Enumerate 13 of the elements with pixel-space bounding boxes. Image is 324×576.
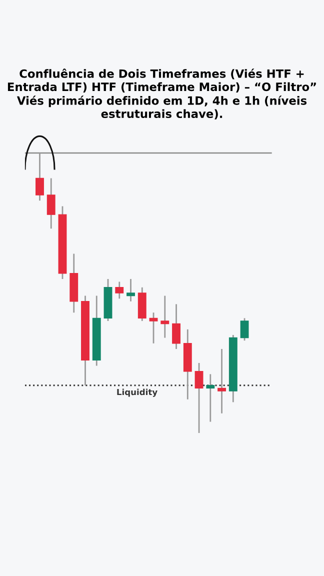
candlestick — [115, 281, 124, 300]
ref-line-label: Liquidity — [117, 388, 158, 397]
candlestick — [240, 317, 249, 342]
candlestick — [194, 362, 204, 434]
candlestick — [126, 278, 135, 302]
candlestick — [149, 312, 158, 344]
candlestick — [160, 295, 170, 338]
candlestick — [218, 348, 226, 414]
chart-title: Confluência de Dois Timeframes (Viés HTF + Entrada LTF) HTF (Timeframe Maior) – “O Filtro” Viés primário definido em 1D, 4h e 1h (níveis estruturais chave). — [8, 68, 316, 120]
candlestick — [172, 303, 180, 350]
candlestick — [46, 178, 56, 230]
candlestick — [206, 373, 215, 422]
candlestick — [36, 152, 44, 202]
